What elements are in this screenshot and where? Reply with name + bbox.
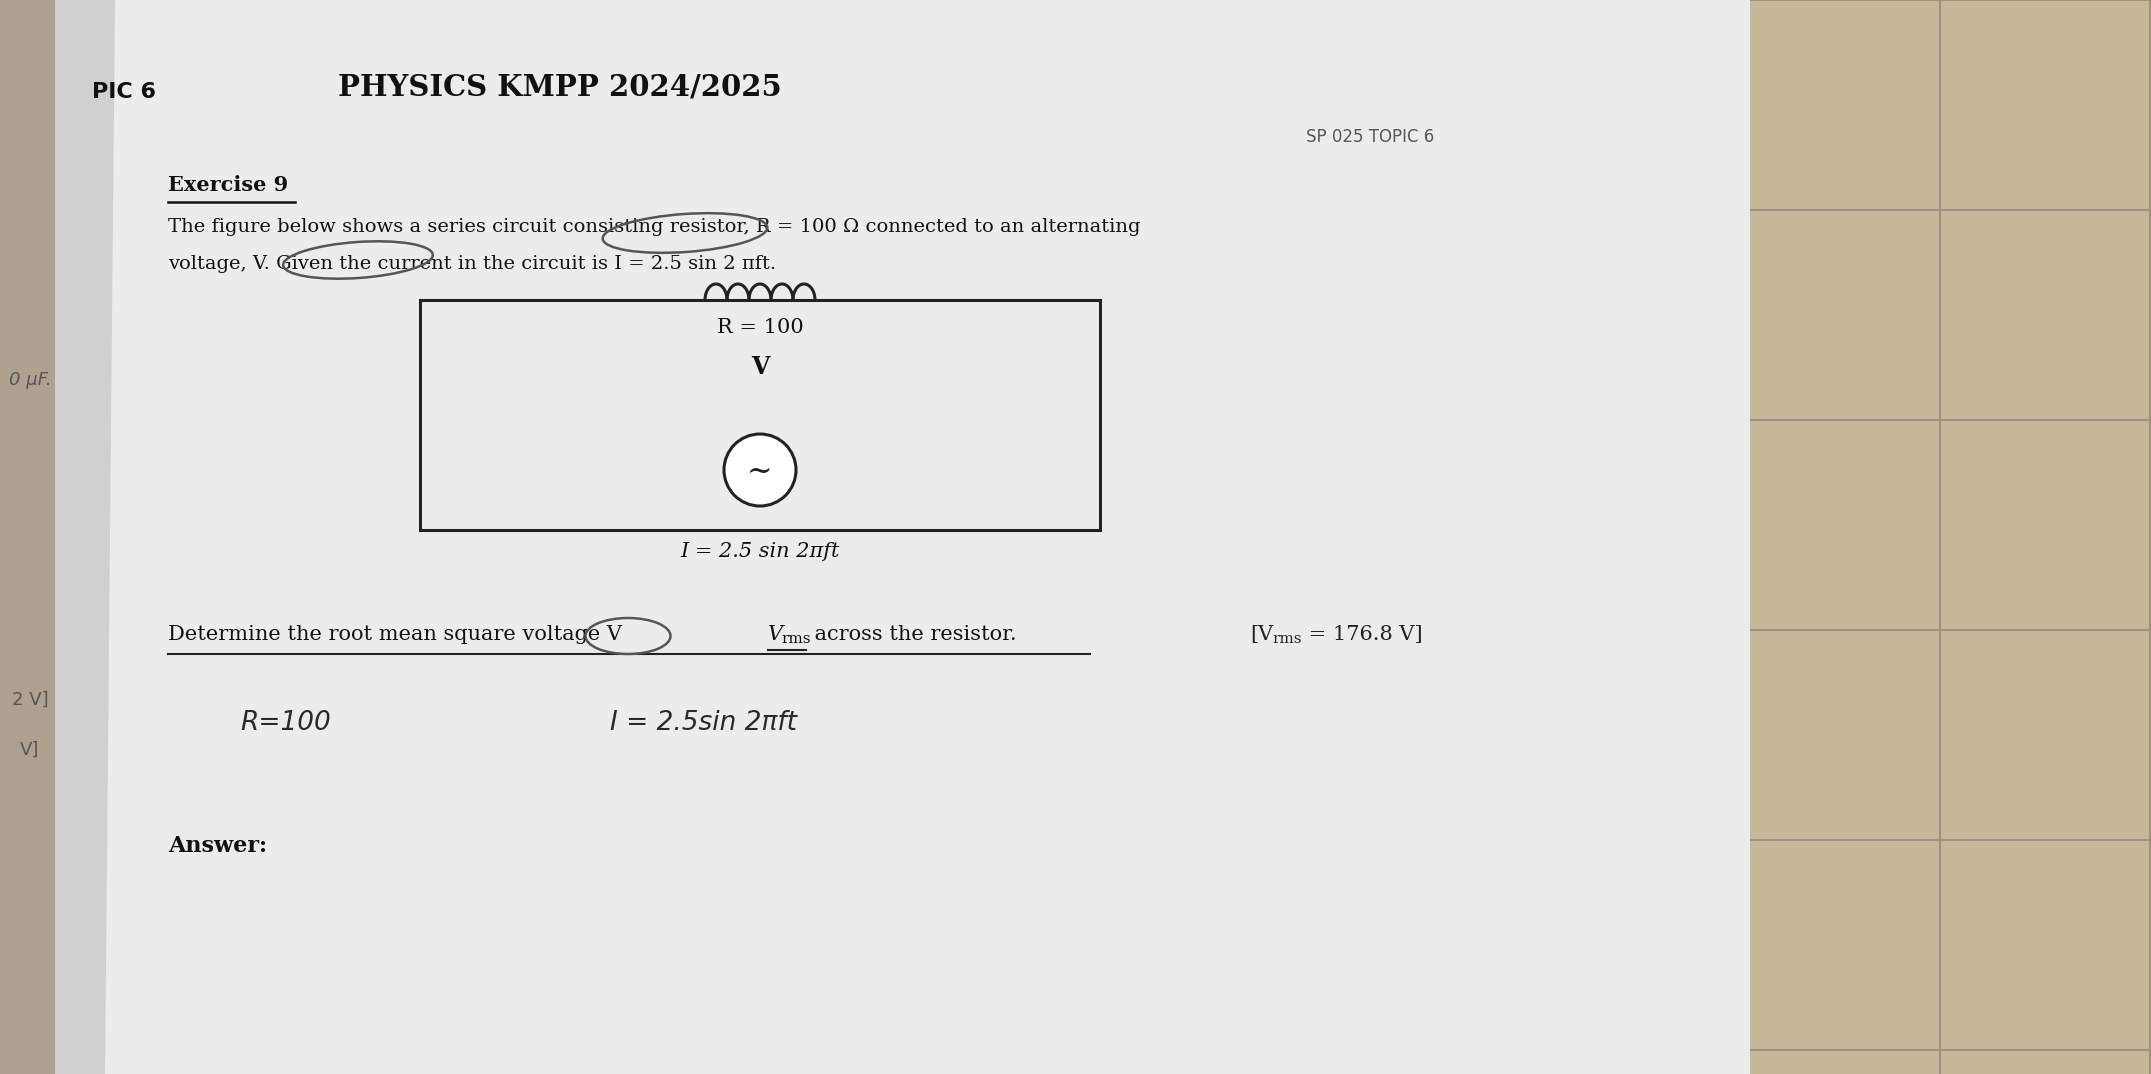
Text: PHYSICS KMPP 2024/2025: PHYSICS KMPP 2024/2025 <box>338 72 781 101</box>
Text: V]: V] <box>19 741 39 759</box>
Bar <box>419 300 1099 529</box>
Text: = 176.8 V]: = 176.8 V] <box>1301 625 1422 644</box>
Text: R=100: R=100 <box>241 710 331 736</box>
Text: rms: rms <box>781 632 811 645</box>
Text: 0 μF.: 0 μF. <box>9 371 52 389</box>
Text: [V: [V <box>1250 625 1273 644</box>
Text: 2 V]: 2 V] <box>11 691 47 709</box>
Circle shape <box>725 434 796 506</box>
Text: across the resistor.: across the resistor. <box>809 625 1017 644</box>
Text: The figure below shows a series circuit consisting resistor, R = 100 Ω connected: The figure below shows a series circuit … <box>168 218 1140 236</box>
Text: PIC 6: PIC 6 <box>92 82 157 102</box>
Text: V: V <box>768 625 783 644</box>
Text: SP 025 TOPIC 6: SP 025 TOPIC 6 <box>1306 128 1435 146</box>
Text: I = 2.5 sin 2πft: I = 2.5 sin 2πft <box>680 542 839 561</box>
Text: ~: ~ <box>746 456 772 488</box>
Polygon shape <box>1099 0 2151 1074</box>
Text: voltage, V. Given the current in the circuit is I = 2.5 sin 2 πft.: voltage, V. Given the current in the cir… <box>168 255 777 273</box>
Polygon shape <box>56 0 1751 1074</box>
Text: V: V <box>751 355 770 379</box>
Text: Determine the root mean square voltage V: Determine the root mean square voltage V <box>168 625 622 644</box>
Text: I = 2.5sin 2πft: I = 2.5sin 2πft <box>611 710 798 736</box>
Text: rms: rms <box>1271 632 1301 645</box>
Text: R = 100: R = 100 <box>716 318 802 337</box>
Text: Exercise 9: Exercise 9 <box>168 175 288 195</box>
Text: Answer:: Answer: <box>168 834 267 857</box>
Polygon shape <box>56 0 114 1074</box>
